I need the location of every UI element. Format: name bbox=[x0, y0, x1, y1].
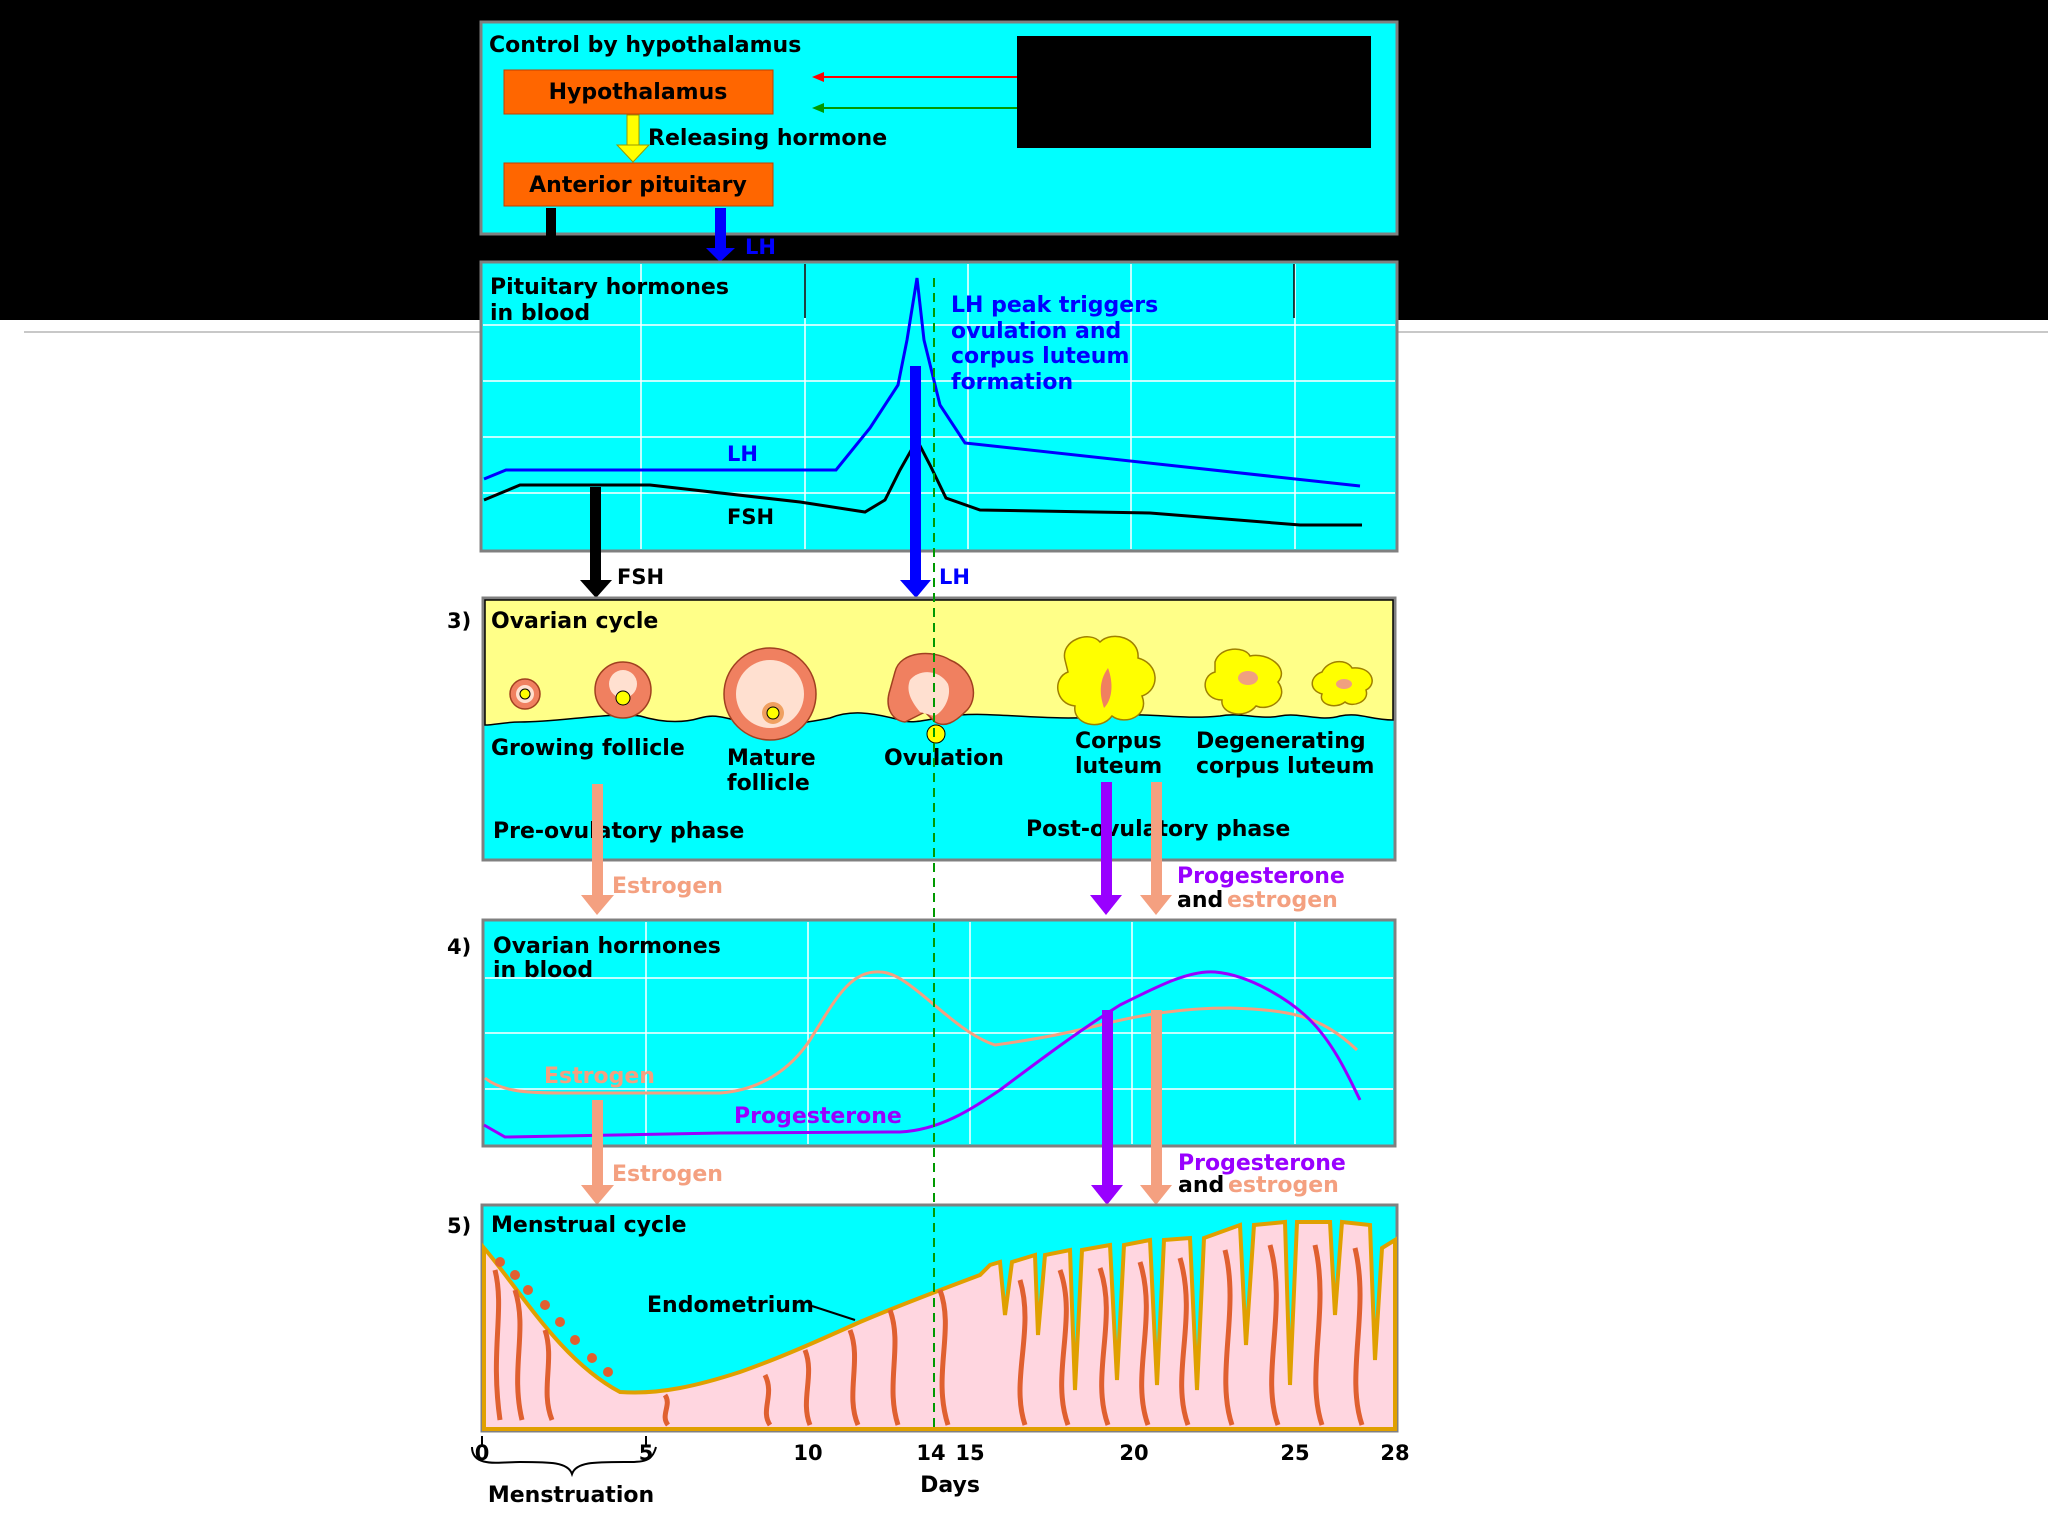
lh-peak-note-2: ovulation and bbox=[951, 319, 1121, 344]
degenerating-label-2: corpus luteum bbox=[1196, 754, 1374, 779]
corpus-luteum-body bbox=[1057, 635, 1156, 726]
degenerating-corpus-luteum-2 bbox=[1311, 660, 1373, 707]
tick-5: 5 bbox=[639, 1441, 654, 1465]
prog-arrow-and-1: and bbox=[1177, 888, 1223, 913]
green-arrowhead bbox=[812, 103, 824, 113]
lh-arrow-label-top: LH bbox=[745, 235, 776, 259]
pre-ovulatory-phase-label: Pre-ovulatory phase bbox=[493, 819, 744, 844]
prog-arrow-label-1: Progesterone bbox=[1177, 864, 1345, 889]
endometrium-tissue bbox=[482, 1219, 1397, 1431]
lh-arrow-label: LH bbox=[939, 565, 970, 589]
growing-follicle-medium bbox=[594, 661, 652, 719]
anterior-pituitary-box bbox=[503, 162, 774, 207]
corpus-luteum-label-2: luteum bbox=[1075, 754, 1162, 779]
estrogen-arrow-label-2: Estrogen bbox=[612, 1162, 723, 1187]
panel-ovarian-hormones: 4) Ovarian hormones in blood Estrogen Pr… bbox=[447, 918, 1397, 1148]
tick-15: 15 bbox=[955, 1441, 984, 1465]
panel-pituitary-hormones: Pituitary hormones in blood LH peak trig… bbox=[479, 260, 1399, 553]
estrogen-curve-label: Estrogen bbox=[544, 1064, 655, 1089]
ovulating-follicle bbox=[887, 652, 975, 744]
degenerating-corpus-luteum-1 bbox=[1204, 648, 1283, 715]
red-arrowhead bbox=[812, 72, 824, 82]
lh-curve bbox=[483, 277, 1361, 488]
panel3-title: Ovarian cycle bbox=[491, 609, 658, 634]
progesterone-curve-label: Progesterone bbox=[734, 1104, 902, 1129]
ovary-to-blood-arrows: Estrogen Progesterone and estrogen bbox=[581, 782, 1345, 915]
growing-follicle-small bbox=[509, 678, 541, 710]
lh-peak-note-1: LH peak triggers bbox=[951, 293, 1158, 318]
fsh-arrow-label: FSH bbox=[617, 565, 664, 589]
degenerating-label-1: Degenerating bbox=[1196, 729, 1366, 754]
hypothalamus-label: Hypothalamus bbox=[549, 80, 728, 105]
menstruation-label: Menstruation bbox=[488, 1483, 654, 1508]
black-legend-box bbox=[1017, 36, 1371, 148]
panel5-number: 5) bbox=[447, 1214, 471, 1238]
growing-follicle-label: Growing follicle bbox=[491, 736, 685, 761]
corpus-luteum-label-1: Corpus bbox=[1075, 729, 1162, 754]
panel5-title: Menstrual cycle bbox=[491, 1213, 687, 1238]
anterior-pituitary-label: Anterior pituitary bbox=[529, 173, 747, 198]
tick-20: 20 bbox=[1119, 1441, 1148, 1465]
days-axis: 0 5 10 14 15 20 25 28 Days Menstruation bbox=[471, 1436, 1410, 1508]
lh-peak-note-3: corpus luteum bbox=[951, 344, 1129, 369]
releasing-hormone-arrowhead bbox=[615, 144, 651, 163]
shedding-fragments bbox=[495, 1257, 613, 1377]
mature-follicle-label-2: follicle bbox=[727, 771, 810, 796]
panel4-title-line2: in blood bbox=[493, 958, 593, 983]
fsh-curve bbox=[483, 436, 1362, 527]
lh-curve-label: LH bbox=[727, 442, 758, 466]
prog-arrow-label-2: Progesterone bbox=[1178, 1151, 1346, 1176]
endometrium-label: Endometrium bbox=[647, 1293, 814, 1318]
mature-follicle-label-1: Mature bbox=[727, 746, 816, 771]
tick-28: 28 bbox=[1380, 1441, 1409, 1465]
tick-10: 10 bbox=[793, 1441, 822, 1465]
fsh-curve-label: FSH bbox=[727, 505, 774, 529]
estrogen-curve bbox=[484, 970, 1359, 1095]
progesterone-curve bbox=[483, 970, 1362, 1139]
panel2-grid bbox=[483, 264, 1395, 549]
panel2-title-line1: Pituitary hormones bbox=[490, 275, 729, 300]
blood-to-uterus-arrows: Estrogen Progesterone and estrogen bbox=[581, 1010, 1346, 1205]
releasing-hormone-arrow bbox=[626, 114, 640, 148]
panel4-title-line1: Ovarian hormones bbox=[493, 934, 721, 959]
panel3-number: 3) bbox=[447, 609, 471, 633]
endometrium-pointer bbox=[811, 1305, 856, 1321]
releasing-hormone-label: Releasing hormone bbox=[648, 126, 887, 151]
estrogen-arrow-label-1: Estrogen bbox=[612, 874, 723, 899]
pituitary-output-arrows: LH bbox=[538, 208, 776, 262]
prog-arrow-and-2: and bbox=[1178, 1173, 1224, 1198]
panel-ovarian-cycle: 3) Ovarian cycle bbox=[447, 596, 1397, 862]
panel1-title: Control by hypothalamus bbox=[489, 33, 801, 58]
panel-hypothalamus-control: Control by hypothalamus Hypothalamus Rel… bbox=[479, 20, 1399, 236]
spiral-arteries bbox=[492, 1244, 1365, 1427]
tick-25: 25 bbox=[1280, 1441, 1309, 1465]
panel4-number: 4) bbox=[447, 935, 471, 959]
pituitary-to-ovary-arrows: FSH LH bbox=[580, 366, 970, 598]
tick-14: 14 bbox=[916, 1441, 945, 1465]
lh-peak-note-4: formation bbox=[951, 370, 1073, 395]
mature-follicle bbox=[723, 647, 817, 741]
tick-0: 0 bbox=[475, 1441, 490, 1465]
hypothalamus-box bbox=[503, 69, 774, 115]
ovulation-label: Ovulation bbox=[884, 746, 1004, 771]
days-axis-label: Days bbox=[920, 1473, 980, 1498]
panel2-title-line2: in blood bbox=[490, 301, 590, 326]
menstruation-brace bbox=[471, 1446, 657, 1478]
panel-menstrual-cycle: 5) Menstrual cycle bbox=[447, 1203, 1399, 1433]
prog-arrow-estrogen-2: estrogen bbox=[1228, 1173, 1339, 1198]
prog-arrow-estrogen-1: estrogen bbox=[1227, 888, 1338, 913]
